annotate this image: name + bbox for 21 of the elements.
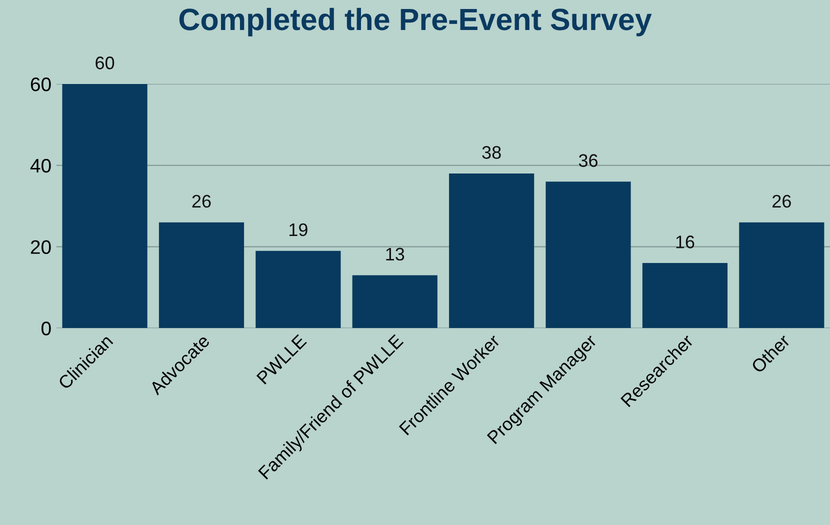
bar — [642, 263, 728, 328]
bar — [546, 182, 631, 328]
y-tick-label: 0 — [42, 322, 51, 336]
data-label: 26 — [772, 194, 791, 208]
bar — [256, 250, 341, 328]
bar — [62, 84, 148, 328]
bar — [739, 222, 824, 328]
bar — [352, 275, 438, 328]
data-label: 13 — [386, 248, 404, 261]
chart-title: Completed the Pre-Event Survey — [179, 8, 652, 36]
data-label: 38 — [482, 146, 501, 159]
y-tick-label: 20 — [30, 240, 51, 254]
bar — [158, 222, 244, 328]
data-label: 19 — [290, 223, 308, 236]
data-label: 26 — [192, 194, 211, 208]
bar — [449, 174, 534, 328]
data-label: 36 — [578, 154, 598, 167]
y-tick-label: 40 — [30, 158, 51, 173]
y-tick-label: 60 — [30, 77, 51, 92]
data-label: 16 — [676, 236, 694, 248]
data-label: 60 — [96, 56, 114, 70]
